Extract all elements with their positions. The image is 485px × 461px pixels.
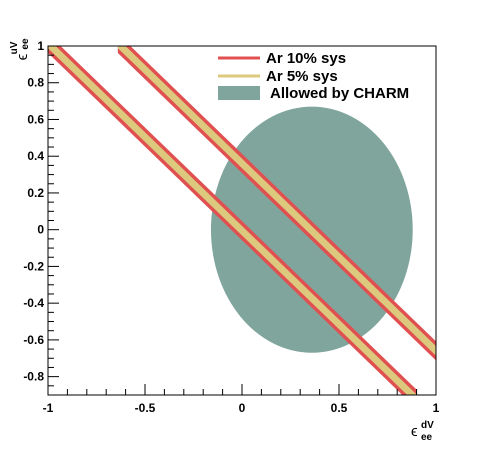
y-tick-label: 0.2 xyxy=(27,186,44,200)
y-tick-label: -0.4 xyxy=(23,296,44,310)
x-tick-label: -1 xyxy=(43,401,54,415)
legend: Ar 10% sys Ar 5% sys Allowed by CHARM xyxy=(218,50,409,102)
y-tick-label: 0.6 xyxy=(27,112,44,126)
y-tick-label: -0.2 xyxy=(23,259,44,273)
y-tick-label: -0.8 xyxy=(23,370,44,384)
x-axis-title-sub: ee xyxy=(421,432,433,443)
y-axis-title-sup: uV xyxy=(9,41,20,54)
x-axis-title-base: ϵ xyxy=(411,423,418,440)
x-axis: -1 -0.5 0 0.5 1 xyxy=(43,384,440,415)
legend-swatch-charm xyxy=(218,86,260,100)
legend-label-ar-5pct: Ar 5% sys xyxy=(266,68,338,85)
x-axis-title: ϵ dV ee xyxy=(411,420,434,443)
legend-label-ar-10pct: Ar 10% sys xyxy=(266,50,346,67)
y-axis-title-base: ϵ xyxy=(14,53,31,60)
band-1 xyxy=(117,46,436,356)
band-0 xyxy=(48,46,417,395)
y-axis: 1 0.8 0.6 0.4 0.2 0 -0.2 -0.4 -0.6 -0.8 xyxy=(23,39,59,396)
x-tick-label: 1 xyxy=(433,401,440,415)
ar-5pct-bands xyxy=(48,46,436,395)
y-tick-label: 0.8 xyxy=(27,76,44,90)
x-tick-label: -0.5 xyxy=(135,401,156,415)
x-axis-title-sup: dV xyxy=(421,420,434,431)
y-tick-label: 1 xyxy=(37,39,44,53)
y-axis-title: ϵ uV ee xyxy=(9,38,31,60)
y-tick-label: 0.4 xyxy=(27,149,44,163)
y-tick-label: 0 xyxy=(37,223,44,237)
y-axis-title-sub: ee xyxy=(20,38,31,50)
legend-label-charm: Allowed by CHARM xyxy=(270,85,409,102)
y-tick-label: -0.6 xyxy=(23,333,44,347)
x-tick-label: 0.5 xyxy=(331,401,348,415)
x-tick-label: 0 xyxy=(239,401,246,415)
